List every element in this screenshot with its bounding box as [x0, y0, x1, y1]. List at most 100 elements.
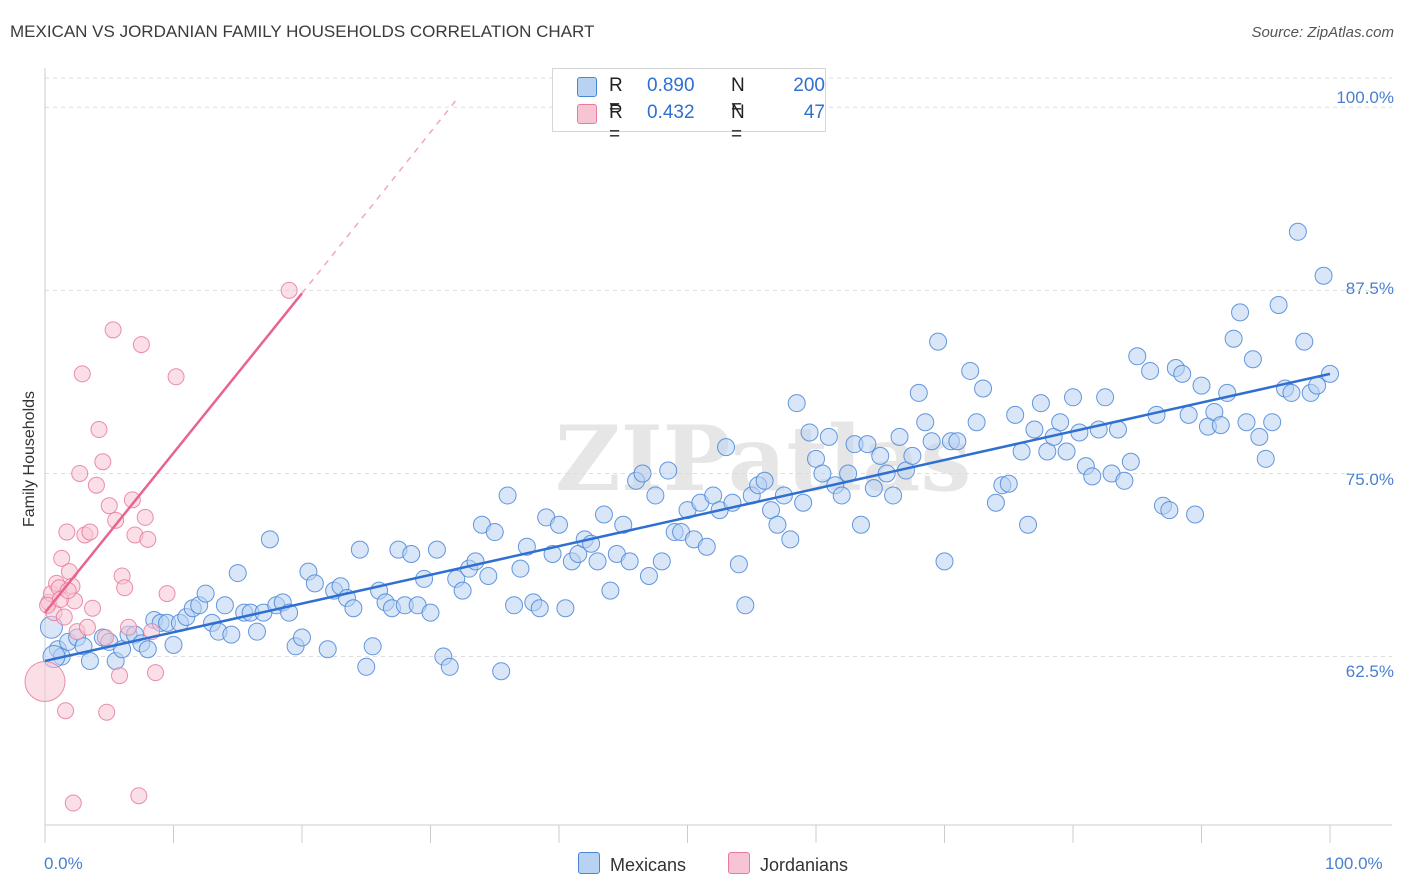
jordanians-point: [84, 599, 102, 617]
mexicans-trend-line: [44, 372, 1331, 663]
legend-r-value: 0.432: [647, 102, 695, 123]
mexicans-point: [215, 596, 234, 615]
mexicans-point: [1128, 347, 1147, 366]
mexicans-point: [1064, 388, 1082, 407]
mexicans-point: [222, 625, 241, 644]
mexicans-point: [357, 657, 376, 676]
mexicans-point: [961, 361, 980, 380]
mexicans-point: [1192, 376, 1211, 395]
jordanians-point: [78, 618, 96, 636]
bottom-legend-mexicans: Mexicans: [578, 852, 686, 876]
jordanians-trend-extension: [301, 99, 457, 294]
mexicans-point: [1288, 222, 1307, 241]
legend-n-label: N =: [731, 75, 745, 118]
mexicans-point: [787, 394, 806, 413]
mexicans-point: [864, 479, 883, 498]
mexicans-point: [421, 603, 440, 622]
jordanians-point: [55, 608, 73, 626]
jordanians-point: [87, 476, 105, 494]
mexicans-point: [196, 584, 215, 603]
mexicans-point: [903, 446, 922, 465]
mexicans-point: [601, 581, 620, 600]
mexicans-point: [639, 567, 658, 585]
mexicans-point: [858, 435, 877, 454]
mexicans-point: [1243, 350, 1262, 369]
mexicans-point: [550, 515, 568, 534]
jordanians-point: [130, 787, 148, 805]
mexicans-point: [800, 423, 819, 442]
jordanians-point: [94, 453, 112, 471]
mexicans-point: [633, 464, 652, 483]
jordanians-trend-line: [44, 292, 303, 614]
jordanians-point: [116, 579, 134, 597]
mexicans-point: [1231, 303, 1250, 322]
correlation-legend: R = 0.890 N = 200 R = 0.432 N = 47: [552, 68, 826, 145]
mexicans-point: [986, 493, 1005, 512]
mexicans-point: [1224, 329, 1243, 348]
mexicans-point: [415, 569, 434, 588]
mexicans-point: [505, 596, 524, 615]
y-tick-label: 87.5%: [1345, 279, 1394, 298]
mexicans-point: [1051, 413, 1070, 432]
mexicans-point: [781, 530, 800, 549]
mexicans-point: [890, 427, 909, 446]
mexicans-point: [594, 505, 613, 524]
mexicans-point: [305, 574, 324, 593]
mexicans-point: [1006, 405, 1025, 424]
jordanians-point: [71, 464, 89, 482]
mexicans-point: [935, 552, 954, 571]
mexicans-point: [350, 540, 369, 559]
mexicans-point: [614, 515, 633, 534]
mexicans-point: [620, 552, 639, 571]
jordanians-point: [90, 421, 108, 439]
jordanians-point: [132, 336, 150, 354]
jordanians-point: [58, 523, 76, 541]
jordanians-point: [53, 549, 71, 567]
jordanians-point: [136, 508, 154, 526]
jordanians-point: [73, 365, 91, 383]
jordanians-point: [98, 703, 116, 721]
mexicans-point: [1019, 515, 1038, 534]
jordanians-point: [81, 523, 99, 541]
mexicans-point: [479, 567, 498, 585]
mexicans-point: [974, 379, 993, 398]
mexicans-point: [530, 599, 549, 618]
mexicans-point: [498, 486, 517, 505]
jordanians-point: [104, 321, 122, 339]
mexicans-point: [138, 640, 157, 659]
pink-swatch-icon: [728, 852, 750, 874]
mexicans-point: [1115, 471, 1134, 490]
mexicans-point: [652, 552, 671, 571]
pink-swatch-icon: [577, 104, 597, 124]
mexicans-point: [1186, 505, 1205, 524]
mexicans-point: [1025, 420, 1044, 439]
mexicans-point: [929, 332, 948, 351]
y-tick-label: 100.0%: [1336, 88, 1394, 107]
mexicans-point: [402, 545, 421, 564]
mexicans-point: [909, 383, 928, 402]
mexicans-point: [1173, 364, 1192, 383]
mexicans-point: [1141, 361, 1160, 380]
jordanians-point: [167, 368, 185, 386]
mexicans-point: [1256, 449, 1275, 468]
mexicans-point: [1057, 442, 1076, 461]
mexicans-point: [427, 540, 446, 559]
legend-r-label: R =: [609, 102, 623, 145]
mexicans-point: [492, 662, 511, 681]
mexicans-point: [729, 555, 748, 574]
mexicans-point: [717, 438, 736, 457]
mexicans-point: [1096, 388, 1115, 407]
chart-title: MEXICAN VS JORDANIAN FAMILY HOUSEHOLDS C…: [10, 22, 595, 41]
mexicans-point: [755, 471, 774, 490]
mexicans-point: [1012, 442, 1031, 461]
mexicans-point: [588, 552, 607, 571]
mexicans-point: [1083, 467, 1102, 486]
blue-swatch-icon: [577, 77, 597, 97]
mexicans-point: [922, 432, 941, 451]
mexicans-point: [453, 581, 472, 600]
source-label: Source: ZipAtlas.com: [1251, 24, 1394, 41]
mexicans-point: [1314, 266, 1333, 285]
jordanians-point: [139, 530, 157, 548]
jordanians-point: [96, 629, 114, 647]
